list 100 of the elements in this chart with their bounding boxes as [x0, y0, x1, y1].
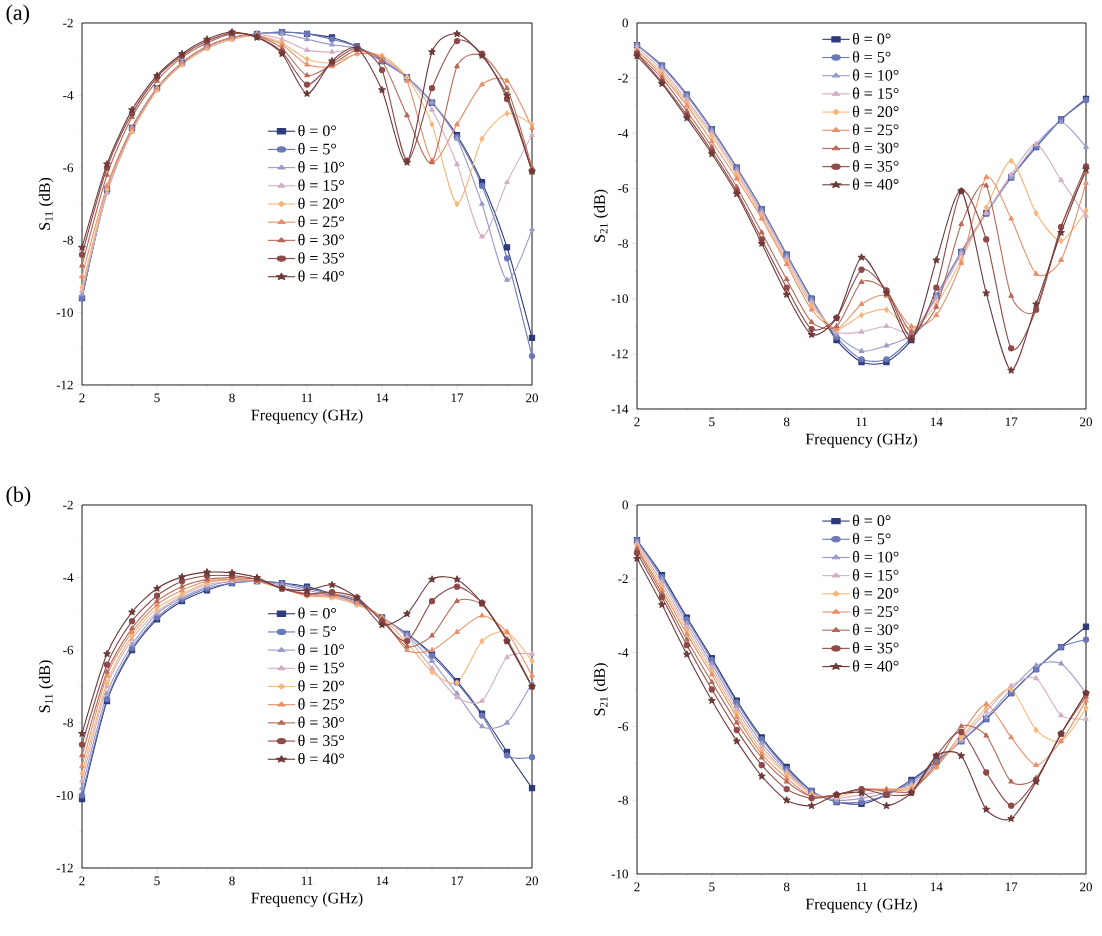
- legend-label: θ = 15°: [852, 569, 899, 581]
- legend-label: θ = 15°: [852, 87, 899, 99]
- legend-label: θ = 0°: [852, 514, 891, 527]
- y-axis-title: S$_{11}$ (dB): [38, 660, 54, 713]
- x-tick-label: 2: [79, 876, 85, 886]
- y-tick-label: -10: [611, 869, 628, 879]
- x-tick-label: 11: [856, 882, 867, 892]
- x-tick-label: 2: [634, 417, 640, 427]
- x-tick-label: 17: [451, 393, 464, 403]
- x-tick-label: 8: [783, 882, 790, 892]
- x-tick-label: 20: [1080, 882, 1093, 892]
- y-tick-label: -2: [63, 18, 73, 28]
- legend-label: θ = 0°: [852, 32, 891, 45]
- x-tick-label: 2: [634, 882, 640, 892]
- legend-label: θ = 5°: [298, 143, 336, 155]
- y-tick-label: -6: [618, 184, 629, 193]
- legend-label: θ = 0°: [298, 124, 336, 137]
- x-tick-label: 14: [376, 393, 389, 403]
- legend-label: θ = 5°: [852, 51, 891, 63]
- y-tick-label: -12: [56, 863, 73, 873]
- x-tick-label: 11: [856, 417, 867, 427]
- x-tick-label: 20: [526, 876, 539, 886]
- x-tick-label: 5: [154, 393, 160, 403]
- legend-label: θ = 40°: [852, 178, 899, 190]
- x-tick-label: 17: [1005, 882, 1018, 892]
- y-tick-label: -6: [63, 645, 74, 655]
- x-tick-label: 11: [301, 393, 313, 403]
- legend-label: θ = 20°: [298, 197, 344, 209]
- legend-label: θ = 5°: [298, 625, 336, 637]
- legend-label: θ = 25°: [852, 605, 899, 617]
- y-tick-label: -4: [618, 648, 629, 657]
- y-tick-label: -2: [63, 500, 73, 510]
- x-axis-title: Frequency (GHz): [805, 898, 917, 913]
- legend-label: θ = 25°: [298, 215, 344, 228]
- x-axis-title: Frequency (GHz): [251, 892, 363, 907]
- y-tick-label: -4: [618, 128, 629, 138]
- legend-label: θ = 10°: [852, 551, 899, 563]
- y-tick-label: -8: [63, 235, 73, 245]
- legend-label: θ = 10°: [298, 161, 344, 173]
- x-tick-label: 5: [709, 417, 715, 427]
- legend-label: θ = 35°: [298, 252, 344, 264]
- x-tick-label: 14: [376, 876, 389, 886]
- legend-label: θ = 25°: [298, 698, 344, 710]
- y-tick-label: -12: [611, 349, 628, 359]
- y-tick-label: -2: [618, 73, 628, 83]
- text: (a): [6, 4, 29, 25]
- x-tick-label: 5: [154, 876, 160, 886]
- legend-label: θ = 30°: [852, 142, 899, 154]
- legend-label: θ = 35°: [852, 160, 899, 172]
- legend-label: θ = 20°: [852, 587, 899, 599]
- legend-label: θ = 15°: [298, 661, 344, 674]
- legend-label: θ = 35°: [298, 734, 344, 747]
- legend-label: θ = 10°: [852, 69, 899, 81]
- y-axis-title: S$_{21}$ (dB): [593, 663, 609, 716]
- y-tick-label: 0: [622, 18, 628, 28]
- y-axis-title: S$_{11}$ (dB): [38, 177, 54, 230]
- y-tick-label: -6: [63, 163, 74, 173]
- legend-label: θ = 30°: [298, 716, 344, 728]
- legend-label: θ = 30°: [298, 234, 344, 246]
- y-axis-title: S$_{21}$ (dB): [593, 189, 609, 242]
- y-tick-label: -8: [618, 795, 628, 805]
- x-axis-title: Frequency (GHz): [251, 409, 363, 424]
- legend-label: θ = 25°: [852, 123, 899, 136]
- x-tick-label: 5: [709, 882, 715, 892]
- legend-label: θ = 0°: [298, 607, 336, 619]
- legend-label: θ = 40°: [298, 752, 344, 765]
- x-tick-label: 8: [783, 417, 790, 427]
- x-tick-label: 17: [1005, 417, 1018, 427]
- x-tick-label: 11: [301, 876, 313, 886]
- y-tick-label: -8: [63, 718, 73, 728]
- x-tick-label: 2: [79, 393, 85, 403]
- y-tick-label: -4: [63, 573, 74, 582]
- y-tick-label: -10: [56, 791, 73, 800]
- legend-label: θ = 5°: [852, 532, 891, 545]
- x-tick-label: 14: [930, 417, 943, 427]
- legend-label: θ = 20°: [298, 680, 344, 692]
- x-tick-label: 20: [526, 393, 539, 403]
- x-tick-label: 8: [229, 393, 235, 403]
- legend-label: θ = 35°: [852, 642, 899, 654]
- x-tick-label: 14: [930, 882, 943, 892]
- legend-label: θ = 40°: [852, 660, 899, 672]
- legend-label: θ = 40°: [298, 270, 344, 282]
- legend-label: θ = 15°: [298, 179, 344, 191]
- legend-label: θ = 30°: [852, 623, 899, 636]
- y-tick-label: -12: [56, 380, 73, 390]
- x-axis-title: Frequency (GHz): [805, 433, 917, 448]
- legend-label: θ = 20°: [852, 105, 899, 118]
- y-tick-label: -10: [56, 308, 73, 317]
- y-tick-label: -14: [611, 404, 629, 414]
- y-tick-label: 0: [622, 500, 628, 510]
- x-tick-label: 8: [229, 876, 235, 886]
- x-tick-label: 17: [451, 876, 464, 886]
- y-tick-label: -6: [618, 722, 629, 731]
- y-tick-label: -10: [611, 294, 628, 304]
- y-tick-label: -2: [618, 574, 628, 584]
- x-tick-label: 20: [1080, 417, 1093, 427]
- legend-label: θ = 10°: [298, 643, 344, 656]
- text: (b): [6, 486, 31, 507]
- y-tick-label: -4: [63, 91, 74, 100]
- y-tick-label: -8: [618, 239, 628, 248]
